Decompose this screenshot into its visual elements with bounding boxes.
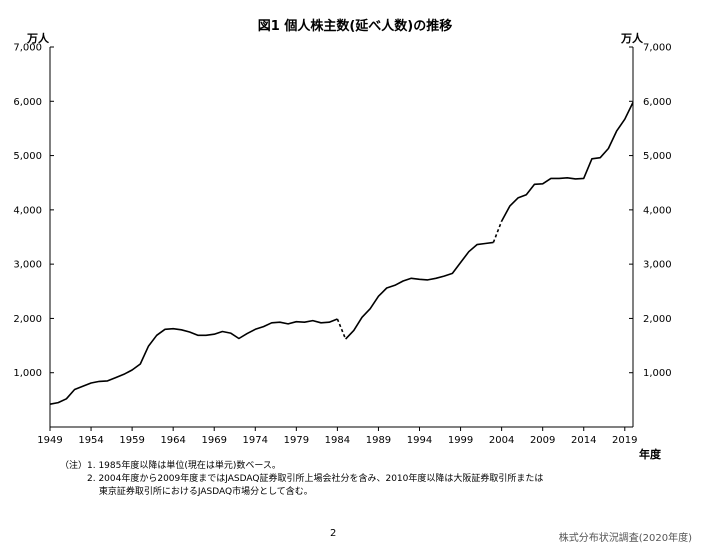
footnote-3: 東京証券取引所におけるJASDAQ市場分として含む。 bbox=[60, 487, 313, 497]
series-line-dashed-segment bbox=[492, 221, 503, 243]
x-tick-label: 1954 bbox=[78, 435, 103, 446]
x-tick-label: 2009 bbox=[530, 435, 555, 446]
y-tick-label-left: 5,000 bbox=[13, 151, 42, 162]
x-tick-label: 1964 bbox=[160, 435, 185, 446]
x-axis-label: 年度 bbox=[639, 447, 662, 460]
x-tick-label: 1969 bbox=[201, 435, 226, 446]
x-tick-label: 2014 bbox=[571, 435, 596, 446]
x-tick-label: 1974 bbox=[243, 435, 268, 446]
x-tick-label: 1949 bbox=[37, 435, 62, 446]
y-tick-label-left: 7,000 bbox=[13, 43, 42, 54]
x-tick-label: 1984 bbox=[325, 435, 350, 446]
y-axis-unit-right: 万人 bbox=[620, 31, 644, 45]
series-line-segment bbox=[49, 318, 338, 405]
line-chart: 図1 個人株主数(延べ人数)の推移 万人 万人 1,000 1,000 2,000 2… bbox=[13, 18, 671, 460]
series-line-dashed-segment bbox=[336, 318, 347, 340]
y-tick-label-right: 5,000 bbox=[643, 151, 672, 162]
page-number: 2 bbox=[330, 528, 337, 539]
y-tick-label-left: 2,000 bbox=[13, 314, 42, 325]
x-tick-label: 2019 bbox=[612, 435, 637, 446]
source-label: 株式分布状況調査(2020年度) bbox=[558, 533, 692, 544]
y-tick-label-right: 2,000 bbox=[643, 314, 672, 325]
series-line-segment bbox=[345, 241, 494, 340]
footnotes: （注）1. 1985年度以降は単位(現在は単元)数ベース。 2. 2004年度か… bbox=[60, 460, 543, 499]
series-line-segment bbox=[500, 102, 634, 222]
y-tick-label-right: 6,000 bbox=[643, 97, 672, 108]
x-tick-label: 1999 bbox=[448, 435, 473, 446]
x-tick-label: 1959 bbox=[119, 435, 144, 446]
y-tick-label-left: 4,000 bbox=[13, 205, 42, 216]
y-tick-label-right: 3,000 bbox=[643, 260, 672, 271]
y-axis-unit-left: 万人 bbox=[26, 31, 50, 45]
y-tick-label-right: 7,000 bbox=[643, 43, 672, 54]
y-tick-label-right: 4,000 bbox=[643, 205, 672, 216]
y-tick-label-left: 6,000 bbox=[13, 97, 42, 108]
y-tick-label-right: 1,000 bbox=[643, 368, 672, 379]
y-tick-label-left: 1,000 bbox=[13, 368, 42, 379]
plot-area: 1,000 1,000 2,000 2,000 3,000 3,000 4,000 4,000… bbox=[13, 43, 671, 447]
footnote-2: 2. 2004年度から2009年度まではJASDAQ証券取引所上場会社分を含み、… bbox=[60, 474, 544, 484]
y-tick-label-left: 3,000 bbox=[13, 260, 42, 271]
chart-title: 図1 個人株主数(延べ人数)の推移 bbox=[258, 18, 452, 34]
x-tick-label: 1994 bbox=[407, 435, 432, 446]
x-tick-label: 2004 bbox=[489, 435, 514, 446]
x-tick-label: 1989 bbox=[366, 435, 391, 446]
footnote-1: （注）1. 1985年度以降は単位(現在は単元)数ベース。 bbox=[60, 461, 281, 471]
x-tick-label: 1979 bbox=[284, 435, 309, 446]
